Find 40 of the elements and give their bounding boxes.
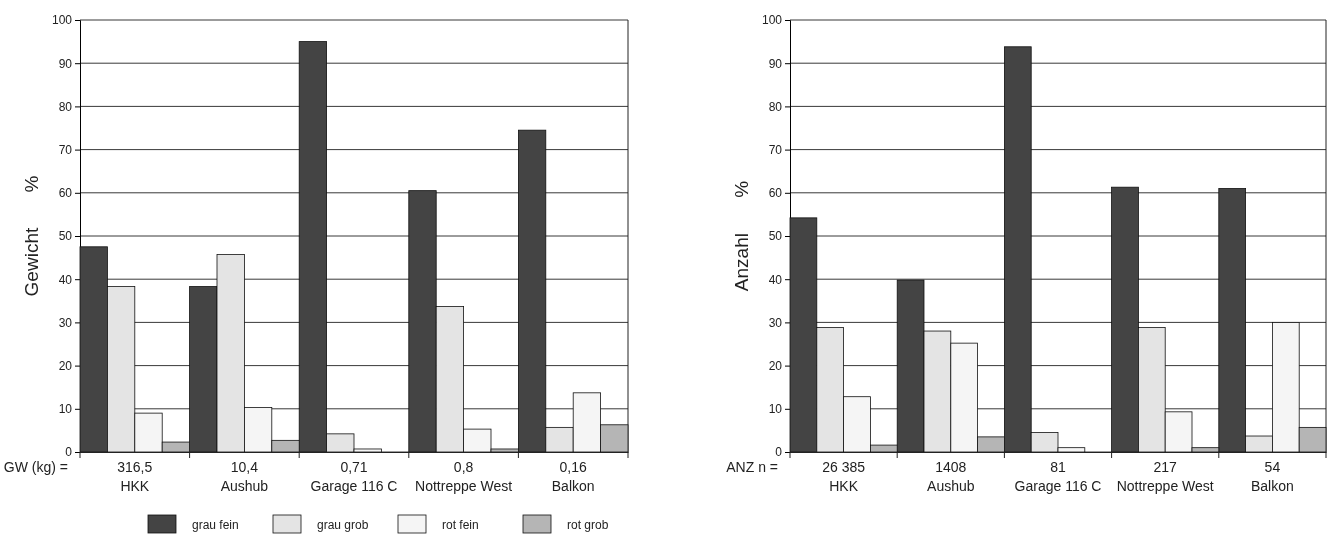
x-tick-label: 0,8 Nottreppe West bbox=[415, 459, 513, 494]
x-tick-label: 217 Nottreppe West bbox=[1116, 459, 1214, 494]
y-tick-label: 40 bbox=[58, 272, 73, 287]
legend-label: rot grob bbox=[567, 518, 609, 532]
x-tick-label: 81 Garage 116 C bbox=[1014, 459, 1102, 494]
y-tick-label: 80 bbox=[58, 99, 73, 114]
y-tick-label: 90 bbox=[58, 56, 73, 71]
y-tick-label: 70 bbox=[58, 142, 73, 157]
text: GW (kg) = bbox=[3, 459, 68, 475]
x-tick-label: 0,16 Balkon bbox=[551, 459, 595, 494]
y-tick-label: 20 bbox=[768, 358, 783, 373]
y-tick-label: 0 bbox=[65, 445, 73, 460]
y-tick-label: 60 bbox=[58, 186, 73, 201]
y-tick-label: 10 bbox=[768, 402, 783, 417]
y-tick-label: 90 bbox=[768, 56, 783, 71]
text: ANZ n = bbox=[726, 459, 778, 475]
x-tick-label: 0,71 Garage 116 C bbox=[310, 459, 398, 494]
x-tick-label: 10,4 Aushub bbox=[220, 459, 269, 494]
y-tick-label: 0 bbox=[775, 445, 783, 460]
x-tick-label: 26 385 HKK bbox=[822, 459, 866, 494]
y-tick-label: 50 bbox=[768, 229, 783, 244]
legend-label: grau grob bbox=[317, 518, 369, 532]
y-tick-label: 100 bbox=[51, 13, 73, 28]
legend-label: rot fein bbox=[442, 518, 479, 532]
legend-label: grau fein bbox=[192, 518, 239, 532]
y-tick-label: 70 bbox=[768, 142, 783, 157]
y-tick-label: 40 bbox=[768, 272, 783, 287]
y-tick-label: 60 bbox=[768, 186, 783, 201]
y-tick-label: 20 bbox=[58, 358, 73, 373]
y-tick-label: 30 bbox=[768, 315, 783, 330]
y-tick-label: 30 bbox=[58, 315, 73, 330]
y-tick-label: 50 bbox=[58, 229, 73, 244]
y-axis-title: Gewicht % bbox=[21, 175, 42, 297]
y-tick-label: 10 bbox=[58, 402, 73, 417]
y-axis-title: Anzahl % bbox=[731, 180, 752, 292]
x-tick-label: 54 Balkon bbox=[1250, 459, 1294, 494]
y-tick-label: 100 bbox=[761, 13, 783, 28]
y-tick-label: 80 bbox=[768, 99, 783, 114]
x-tick-label: 1408 Aushub bbox=[927, 459, 975, 494]
x-tick-label: 316,5 HKK bbox=[117, 459, 153, 494]
